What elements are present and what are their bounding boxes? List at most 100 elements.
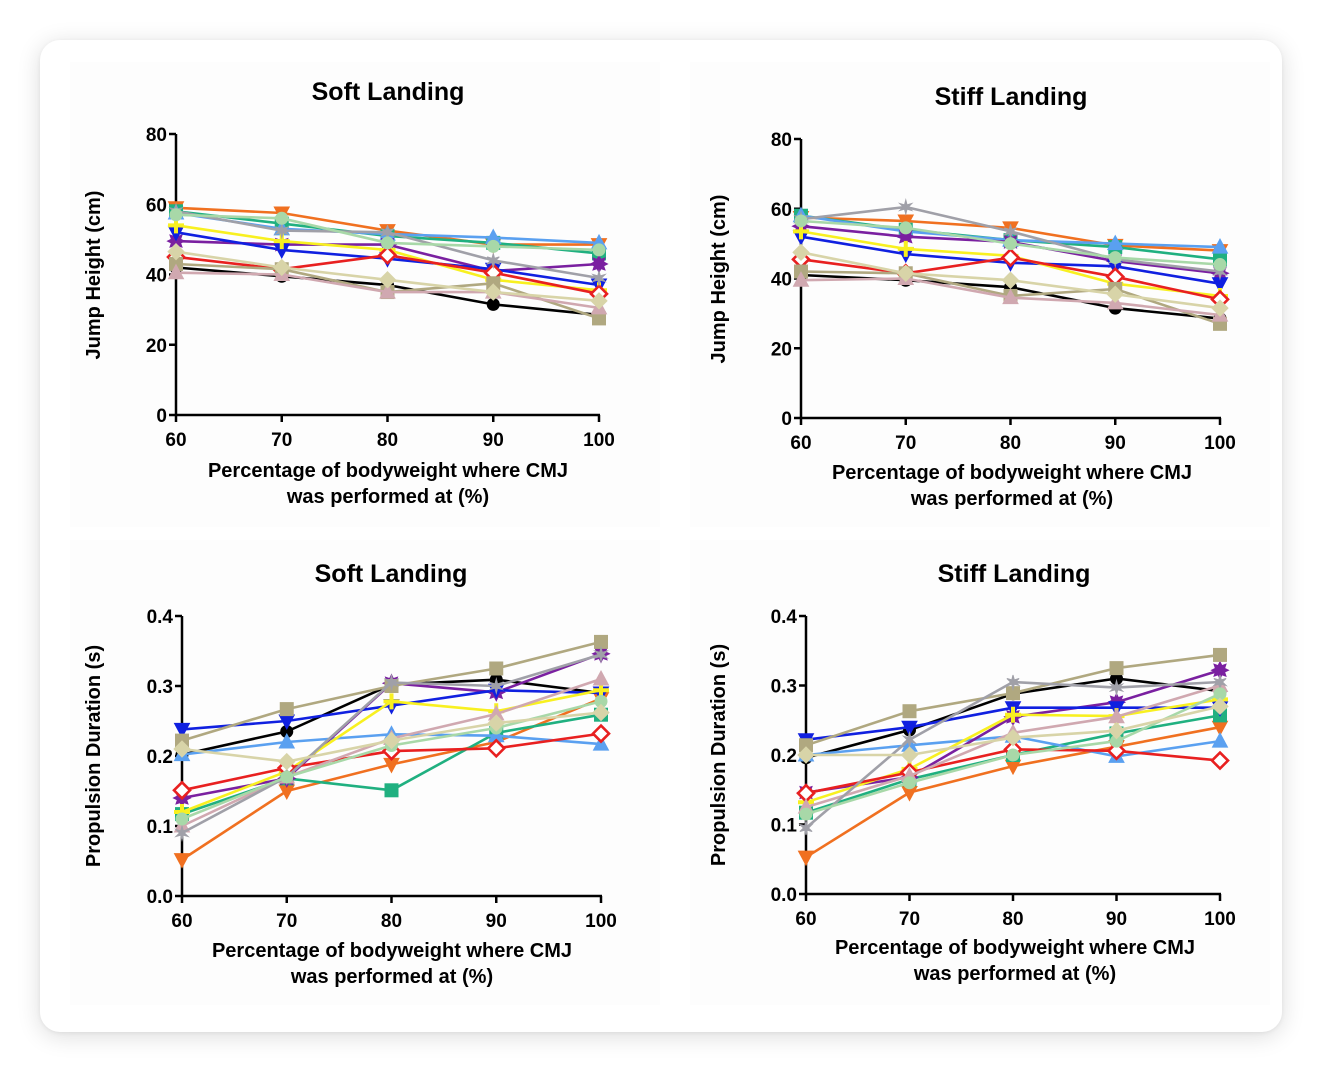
x-axis-label-line2: was performed at (%) [913, 963, 1116, 985]
data-point-marker [792, 271, 810, 287]
x-tick-label: 80 [1002, 909, 1023, 930]
data-point-marker [273, 258, 291, 277]
data-point-marker [902, 704, 917, 719]
data-point-marker [1212, 264, 1228, 281]
data-point-marker [591, 723, 611, 744]
x-tick-label: 90 [1105, 433, 1126, 454]
data-point-marker [1001, 271, 1020, 289]
chart-propulsion-soft: Soft Landing Propulsion Duration (s) Per… [83, 560, 617, 988]
data-point-marker [1108, 678, 1125, 697]
x-tick-label: 60 [171, 911, 192, 932]
data-point-marker [378, 271, 397, 289]
data-point-marker [1211, 732, 1229, 748]
data-point-marker [169, 208, 183, 222]
data-point-marker [489, 661, 504, 676]
data-point-marker [897, 264, 915, 282]
data-point-marker [174, 824, 190, 842]
data-point-marker [379, 283, 396, 299]
x-tick-label: 70 [276, 911, 297, 932]
data-point-marker [903, 776, 916, 790]
x-tick-label: 80 [1000, 433, 1021, 454]
chart-jump-height-soft: Soft Landing Jump Height (cm) Percentage… [83, 78, 615, 508]
x-tick-label: 60 [795, 909, 816, 930]
data-point-marker [797, 746, 815, 764]
y-tick-label: 80 [146, 125, 167, 146]
data-point-marker [382, 731, 401, 750]
data-point-marker [798, 819, 814, 836]
data-point-marker [592, 243, 606, 257]
y-axis-label: Jump Height (cm) [708, 195, 730, 364]
x-tick-label: 90 [486, 911, 507, 932]
y-axis-label: Jump Height (cm) [83, 191, 105, 360]
data-point-marker [383, 693, 400, 710]
data-point-marker [279, 702, 294, 717]
data-point-marker [1006, 748, 1020, 762]
series-p12 [794, 214, 1227, 272]
data-point-marker [175, 812, 189, 826]
chart-propulsion-stiff: Stiff Landing Propulsion Duration (s) Pe… [708, 560, 1236, 985]
y-tick-label: 0.0 [147, 887, 173, 908]
x-tick-label: 100 [1204, 433, 1236, 454]
y-tick-label: 40 [146, 266, 167, 287]
y-tick-label: 40 [771, 270, 792, 291]
data-point-marker [1109, 661, 1124, 676]
data-point-marker [1000, 247, 1021, 268]
data-point-marker [1005, 674, 1021, 691]
y-tick-label: 0.2 [771, 746, 797, 767]
data-point-marker [592, 669, 610, 686]
x-tick-label: 100 [585, 911, 617, 932]
panel-background [70, 540, 660, 1005]
x-tick-label: 80 [377, 430, 398, 451]
y-axis-label: Propulsion Duration (s) [708, 644, 730, 866]
panel-background [690, 62, 1270, 527]
series-p12 [799, 687, 1227, 821]
chart-title: Soft Landing [312, 78, 465, 106]
y-tick-label: 60 [146, 195, 167, 216]
data-point-marker [593, 645, 609, 664]
data-point-marker [1211, 697, 1229, 716]
y-tick-label: 0 [781, 409, 792, 430]
y-tick-label: 20 [771, 339, 792, 360]
y-tick-label: 0 [156, 406, 167, 427]
x-tick-label: 70 [895, 433, 916, 454]
data-point-marker [486, 738, 507, 759]
y-axis-label: Propulsion Duration (s) [83, 645, 105, 867]
data-point-marker [592, 703, 610, 722]
data-point-marker [280, 770, 294, 784]
data-point-marker [1005, 706, 1021, 723]
x-axis-label-line2: was performed at (%) [286, 486, 489, 508]
data-point-marker [273, 221, 290, 240]
y-tick-label: 20 [146, 336, 167, 357]
series-p13 [173, 703, 610, 771]
data-point-marker [487, 714, 505, 732]
y-tick-label: 0.1 [147, 817, 174, 838]
series-p13 [792, 243, 1229, 317]
data-point-marker [1213, 258, 1227, 272]
x-axis-label-line1: Percentage of bodyweight where CMJ [835, 937, 1195, 959]
data-point-marker [1108, 251, 1122, 265]
data-point-marker [591, 269, 607, 287]
data-point-marker [1211, 299, 1229, 317]
y-tick-label: 0.4 [147, 607, 174, 628]
data-point-marker [899, 221, 913, 235]
x-tick-label: 100 [1204, 909, 1236, 930]
data-point-marker [901, 720, 918, 737]
data-point-marker [173, 722, 191, 739]
data-point-marker [897, 240, 914, 257]
x-axis-label-line1: Percentage of bodyweight where CMJ [212, 940, 572, 962]
data-point-marker [1004, 237, 1017, 251]
data-point-marker [799, 807, 813, 821]
chart-jump-height-stiff: Stiff Landing Jump Height (cm) Percentag… [708, 83, 1236, 510]
data-point-marker [897, 198, 914, 216]
x-tick-label: 70 [899, 909, 920, 930]
data-point-marker [1107, 721, 1126, 740]
data-point-marker [1106, 234, 1124, 251]
y-tick-label: 0.2 [147, 747, 173, 768]
y-tick-label: 0.1 [771, 816, 798, 837]
chart-title: Stiff Landing [938, 560, 1091, 588]
x-tick-label: 90 [483, 430, 504, 451]
y-tick-label: 0.4 [771, 607, 798, 628]
data-point-marker [1213, 647, 1227, 662]
data-point-marker [1210, 750, 1230, 771]
